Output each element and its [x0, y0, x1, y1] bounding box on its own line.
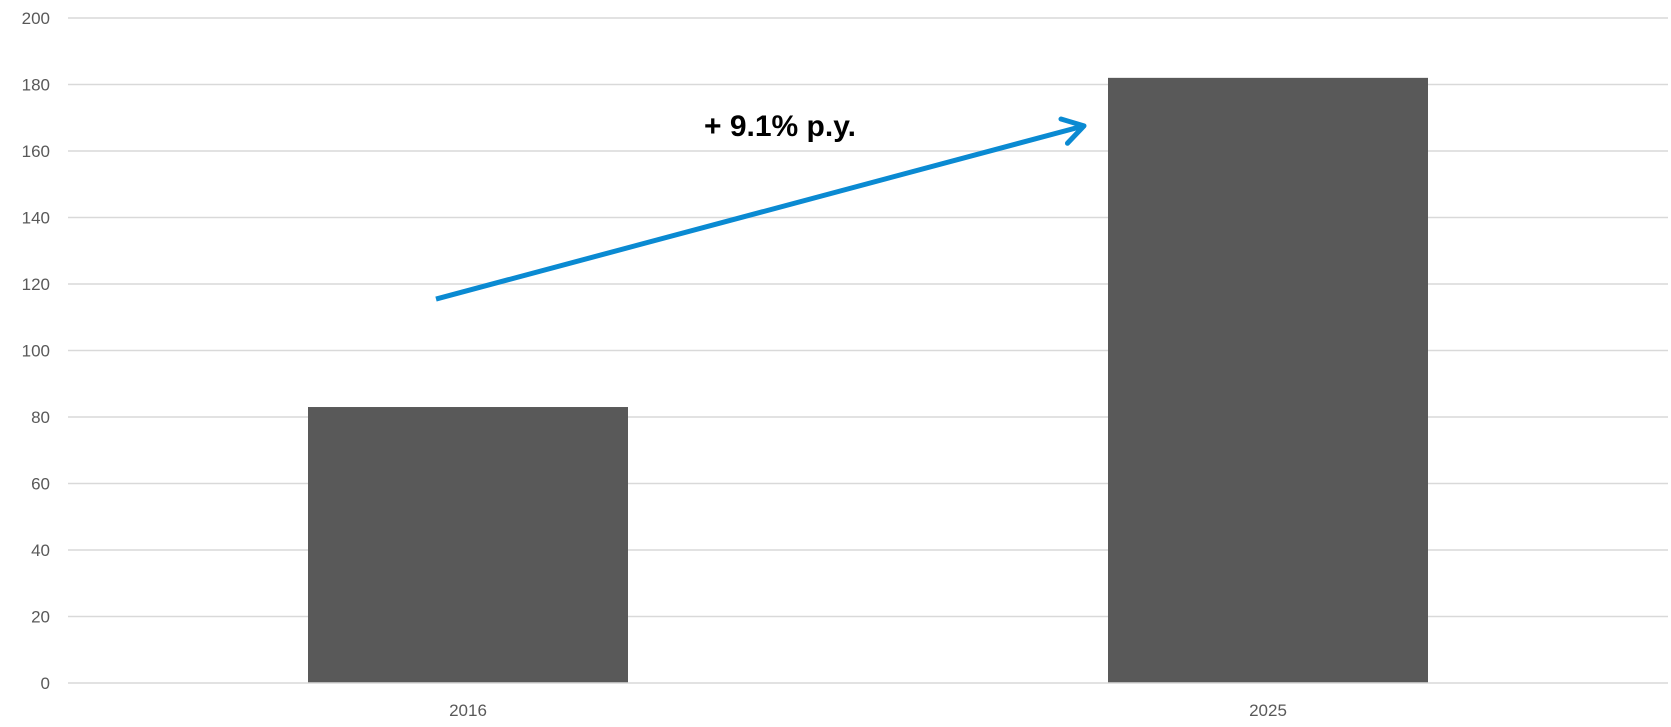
- x-axis-ticks: 2016 2025: [449, 701, 1287, 720]
- growth-arrow: [435, 123, 1085, 302]
- y-tick-label: 40: [31, 541, 50, 560]
- growth-rate-label: + 9.1% p.y.: [704, 110, 856, 143]
- bar-2016: [308, 407, 628, 683]
- y-tick-label: 120: [22, 275, 50, 294]
- y-tick-label: 140: [22, 209, 50, 228]
- y-tick-label: 160: [22, 142, 50, 161]
- y-tick-label: 200: [22, 9, 50, 28]
- x-tick-label: 2016: [449, 701, 487, 720]
- bars: [308, 77, 1428, 684]
- x-tick-label: 2025: [1249, 701, 1287, 720]
- y-tick-label: 80: [31, 408, 50, 427]
- growth-annotation: + 9.1% p.y.: [435, 110, 1087, 302]
- bar-2025: [1108, 77, 1428, 684]
- y-tick-label: 100: [22, 342, 50, 361]
- y-tick-label: 0: [41, 674, 50, 693]
- y-tick-label: 60: [31, 475, 50, 494]
- y-tick-label: 180: [22, 76, 50, 95]
- y-tick-label: 20: [31, 608, 50, 627]
- growth-arrow-head: [1058, 116, 1087, 146]
- y-axis-ticks: 0 20 40 60 80 100 120 140 160 180 200: [22, 9, 50, 693]
